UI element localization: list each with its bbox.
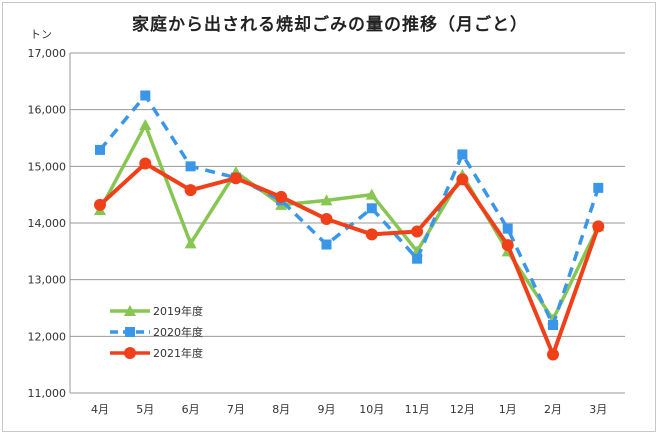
- data-point-circle: [456, 173, 469, 186]
- x-tick-label: 2月: [544, 403, 562, 416]
- chart-frame: [2, 2, 656, 432]
- y-tick-label: 12,000: [28, 330, 67, 343]
- series-line: [98, 161, 601, 357]
- data-point-circle: [124, 347, 136, 359]
- y-tick-label: 11,000: [28, 387, 67, 400]
- data-point-square: [366, 203, 377, 214]
- legend-label: 2020年度: [153, 325, 203, 339]
- x-tick-label: 8月: [272, 403, 290, 416]
- data-point-triangle: [320, 194, 333, 206]
- series-2021年度: [94, 157, 605, 361]
- data-point-circle: [592, 220, 605, 233]
- data-point-circle: [411, 225, 424, 238]
- data-point-square: [185, 161, 196, 172]
- data-point-square: [125, 327, 135, 337]
- chart-title: 家庭から出される焼却ごみの量の推移（月ごと）: [132, 15, 528, 35]
- y-tick-label: 14,000: [28, 217, 67, 230]
- data-point-circle: [184, 184, 197, 197]
- data-point-square: [457, 149, 468, 160]
- x-tick-label: 6月: [182, 403, 200, 416]
- data-point-triangle: [139, 118, 152, 130]
- data-point-square: [95, 144, 105, 155]
- y-tick-label: 15,000: [28, 160, 67, 173]
- x-tick-label: 1月: [499, 403, 517, 416]
- data-point-circle: [275, 190, 288, 203]
- y-axis-unit-label: トン: [30, 28, 52, 41]
- data-point-circle: [229, 172, 242, 185]
- x-tick-label: 5月: [136, 403, 154, 416]
- legend-item: 2021年度: [110, 346, 203, 360]
- data-point-triangle: [184, 237, 197, 249]
- legend-label: 2019年度: [153, 304, 203, 318]
- legend-item: 2019年度: [110, 304, 203, 318]
- data-point-triangle: [365, 188, 378, 200]
- y-tick-label: 16,000: [28, 104, 67, 117]
- data-point-circle: [94, 198, 106, 211]
- data-point-triangle: [124, 305, 136, 316]
- legend-item: 2020年度: [110, 325, 203, 339]
- x-tick-label: 12月: [450, 403, 475, 416]
- x-tick-label: 3月: [589, 403, 607, 416]
- data-point-square: [502, 223, 513, 234]
- y-tick-label: 13,000: [28, 274, 67, 287]
- data-point-square: [321, 239, 332, 250]
- x-tick-label: 4月: [91, 403, 109, 416]
- data-point-square: [140, 90, 151, 101]
- x-tick-label: 9月: [318, 403, 336, 416]
- x-tick-label: 11月: [405, 403, 430, 416]
- data-point-circle: [320, 213, 333, 226]
- x-tick-label: 10月: [359, 403, 384, 416]
- series-line: [98, 93, 600, 327]
- x-tick-label: 7月: [227, 403, 245, 416]
- legend-label: 2021年度: [153, 346, 203, 360]
- data-point-circle: [139, 157, 152, 170]
- data-point-square: [548, 320, 558, 330]
- data-point-circle: [547, 348, 559, 361]
- series-line: [98, 123, 600, 322]
- data-point-square: [412, 253, 423, 264]
- data-point-circle: [365, 228, 378, 241]
- y-tick-label: 17,000: [28, 47, 67, 60]
- data-point-square: [593, 182, 604, 193]
- data-point-circle: [501, 239, 514, 252]
